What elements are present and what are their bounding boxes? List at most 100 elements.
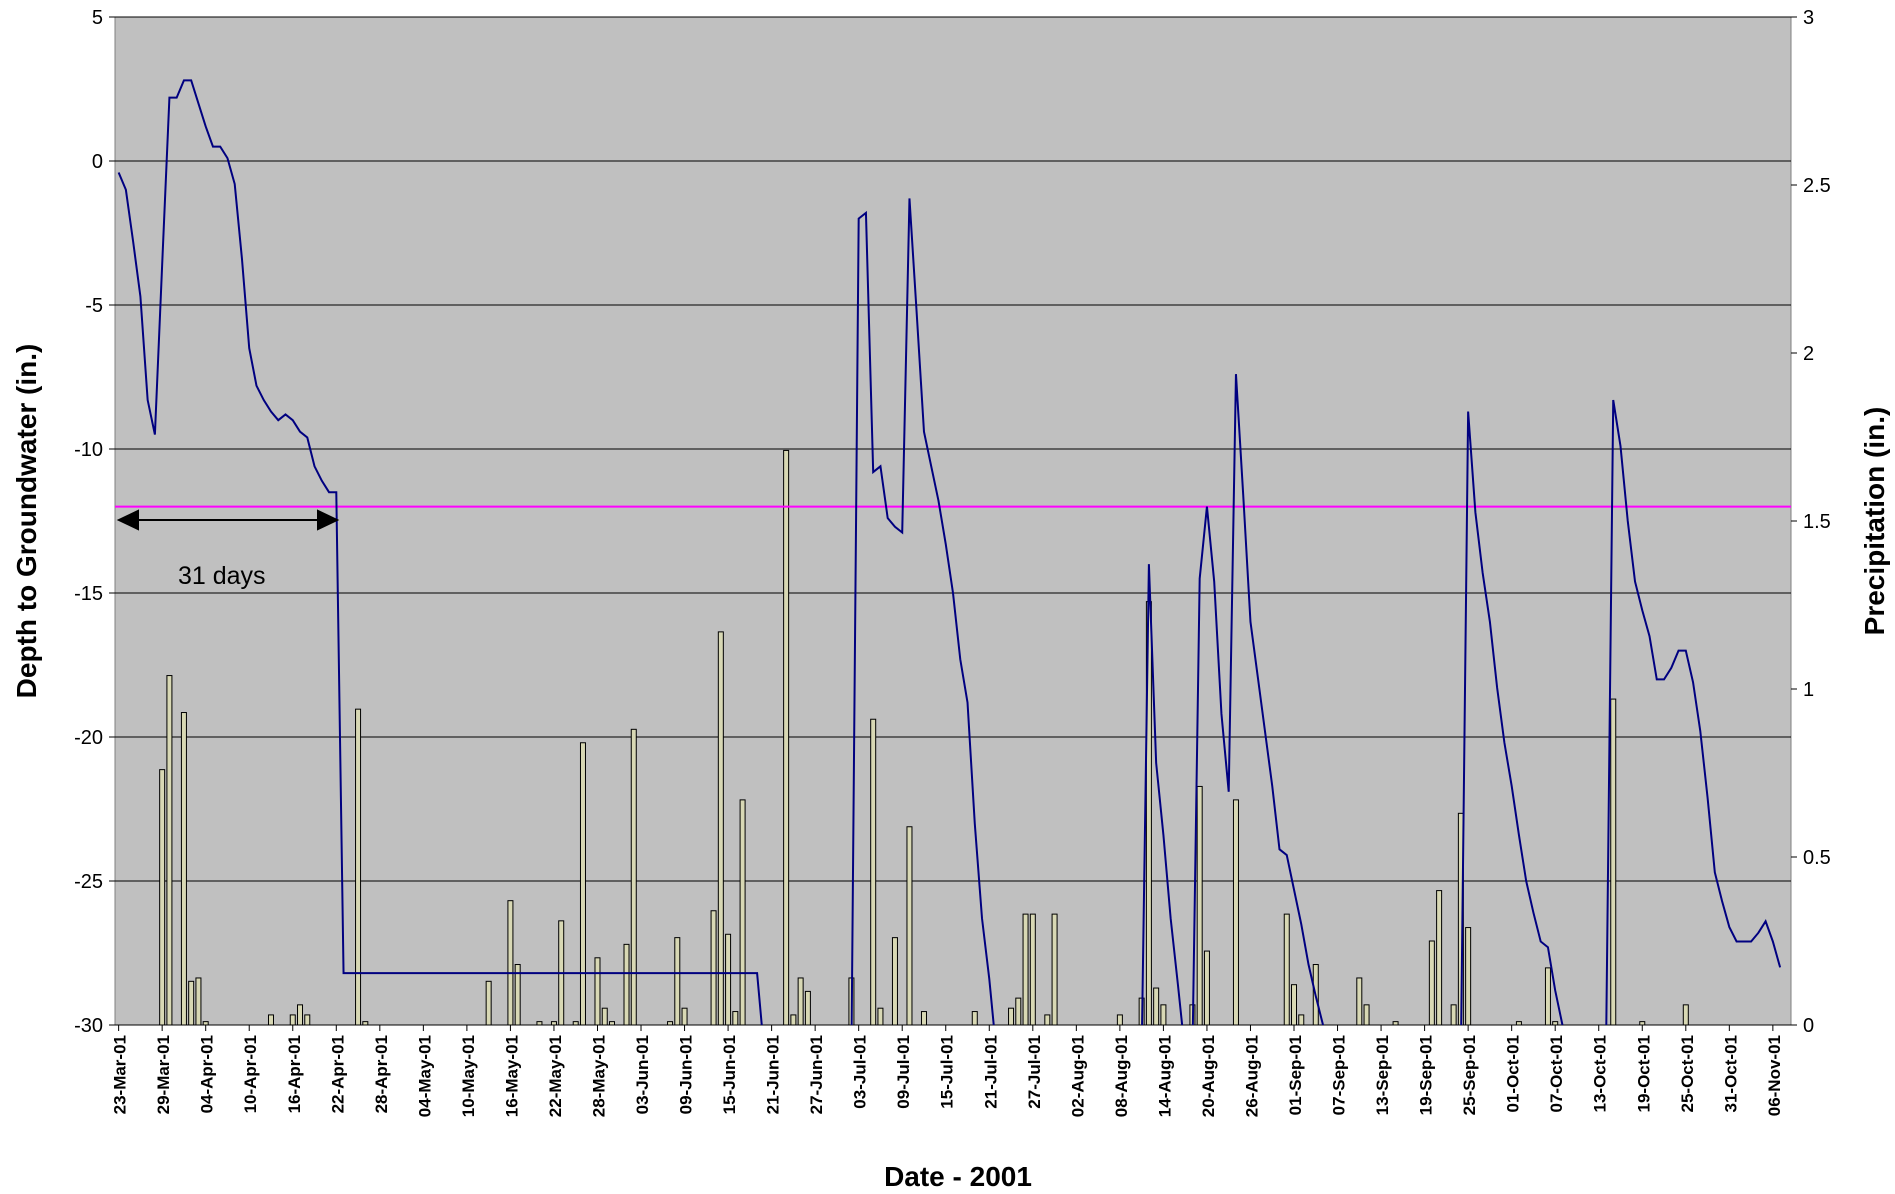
bar [289,1014,296,1026]
x-tick-label: 13-Oct-01 [1591,1035,1610,1112]
bar [1392,1021,1399,1026]
x-tick-label: 02-Aug-01 [1068,1035,1087,1117]
x-tick-label: 07-Sep-01 [1330,1035,1349,1115]
bar [732,1011,739,1026]
bar [188,980,195,1026]
bar [1116,1014,1123,1026]
x-tick-label: 23-Mar-01 [111,1035,130,1114]
bar [630,728,637,1026]
bar [971,1011,978,1026]
bar [536,1021,543,1026]
bar [594,957,601,1026]
bar [572,1021,579,1026]
bar [1356,977,1363,1026]
bar [623,943,630,1026]
x-tick-label: 09-Jul-01 [894,1035,913,1109]
plot-area [114,16,1792,1026]
x-tick-label: 06-Nov-01 [1765,1035,1784,1116]
x-tick-label: 19-Sep-01 [1417,1035,1436,1115]
bar [681,1007,688,1026]
y-tick-label: -15 [74,583,103,605]
bar [1008,1007,1015,1026]
arrow-head [116,509,139,531]
bar [1029,913,1036,1026]
y-tick-label: -20 [74,727,103,749]
bar [601,1007,608,1026]
x-tick-label: 16-May-01 [502,1035,521,1117]
x-tick-label: 21-Jul-01 [981,1035,1000,1109]
bar [790,1014,797,1026]
bar [1298,1014,1305,1026]
bar [804,990,811,1026]
bar [674,937,681,1026]
bar [1363,1004,1370,1026]
x-tick-label: 15-Jul-01 [938,1035,957,1109]
bar [710,910,717,1026]
bar [1283,913,1290,1026]
x-tick-label: 15-Jun-01 [720,1035,739,1114]
bar [267,1014,274,1026]
arrow-head [317,509,340,531]
bar [1160,1004,1167,1026]
bar [362,1021,369,1026]
bar [739,799,746,1026]
x-tick-label: 31-Oct-01 [1721,1035,1740,1112]
x-tick-label: 29-Mar-01 [154,1035,173,1114]
x-tick-label: 28-Apr-01 [372,1035,391,1113]
bar [667,1021,674,1026]
bar [297,1004,304,1026]
x-tick-label: 22-Apr-01 [328,1035,347,1113]
bar [1610,698,1617,1026]
bar [485,980,492,1026]
y-axis-title: Depth to Groundwater (in.) [11,344,42,699]
bar [1153,987,1160,1026]
bar [608,1021,615,1026]
bar [1465,927,1472,1026]
bar [1639,1021,1646,1026]
bar [877,1007,884,1026]
y2-tick-label: 1 [1803,679,1814,701]
bar [514,964,521,1026]
x-tick-label: 01-Sep-01 [1286,1035,1305,1115]
bar [195,977,202,1026]
x-tick-label: 22-May-01 [546,1035,565,1117]
bar [1291,984,1298,1026]
bar [891,937,898,1026]
y2-tick-label: 0.5 [1803,847,1831,869]
y2-tick-label: 2 [1803,343,1814,365]
annotation: 31 days [178,562,266,590]
x-tick-label: 21-Jun-01 [764,1035,783,1114]
bar [1196,785,1203,1026]
x-tick-label: 04-May-01 [415,1035,434,1117]
y-tick-label: 5 [92,7,103,29]
x-tick-label: 16-Apr-01 [285,1035,304,1113]
bar [1015,997,1022,1026]
bar [202,1021,209,1026]
bar [1544,967,1551,1026]
y-tick-label: 0 [92,151,103,173]
bar [159,769,166,1026]
x-tick-label: 25-Sep-01 [1460,1035,1479,1115]
x-tick-label: 19-Oct-01 [1634,1035,1653,1112]
bar [1552,1021,1559,1026]
bar [550,1021,557,1026]
bar [1044,1014,1051,1026]
x-tick-label: 14-Aug-01 [1155,1035,1174,1117]
x-tick-label: 13-Sep-01 [1373,1035,1392,1115]
x-tick-label: 27-Jul-01 [1025,1035,1044,1109]
x-tick-label: 07-Oct-01 [1547,1035,1566,1112]
x-axis-title: Date - 2001 [884,1161,1032,1192]
x-tick-label: 03-Jun-01 [633,1035,652,1114]
x-tick-label: 04-Apr-01 [198,1035,217,1113]
bar [1232,799,1239,1026]
y-tick-label: -25 [74,871,103,893]
bar [1428,940,1435,1026]
x-tick-label: 28-May-01 [589,1035,608,1117]
bar [906,826,913,1026]
bar [1022,913,1029,1026]
span-arrow [116,509,340,531]
bar [579,742,586,1026]
bar [920,1011,927,1026]
y-tick-label: -10 [74,439,103,461]
